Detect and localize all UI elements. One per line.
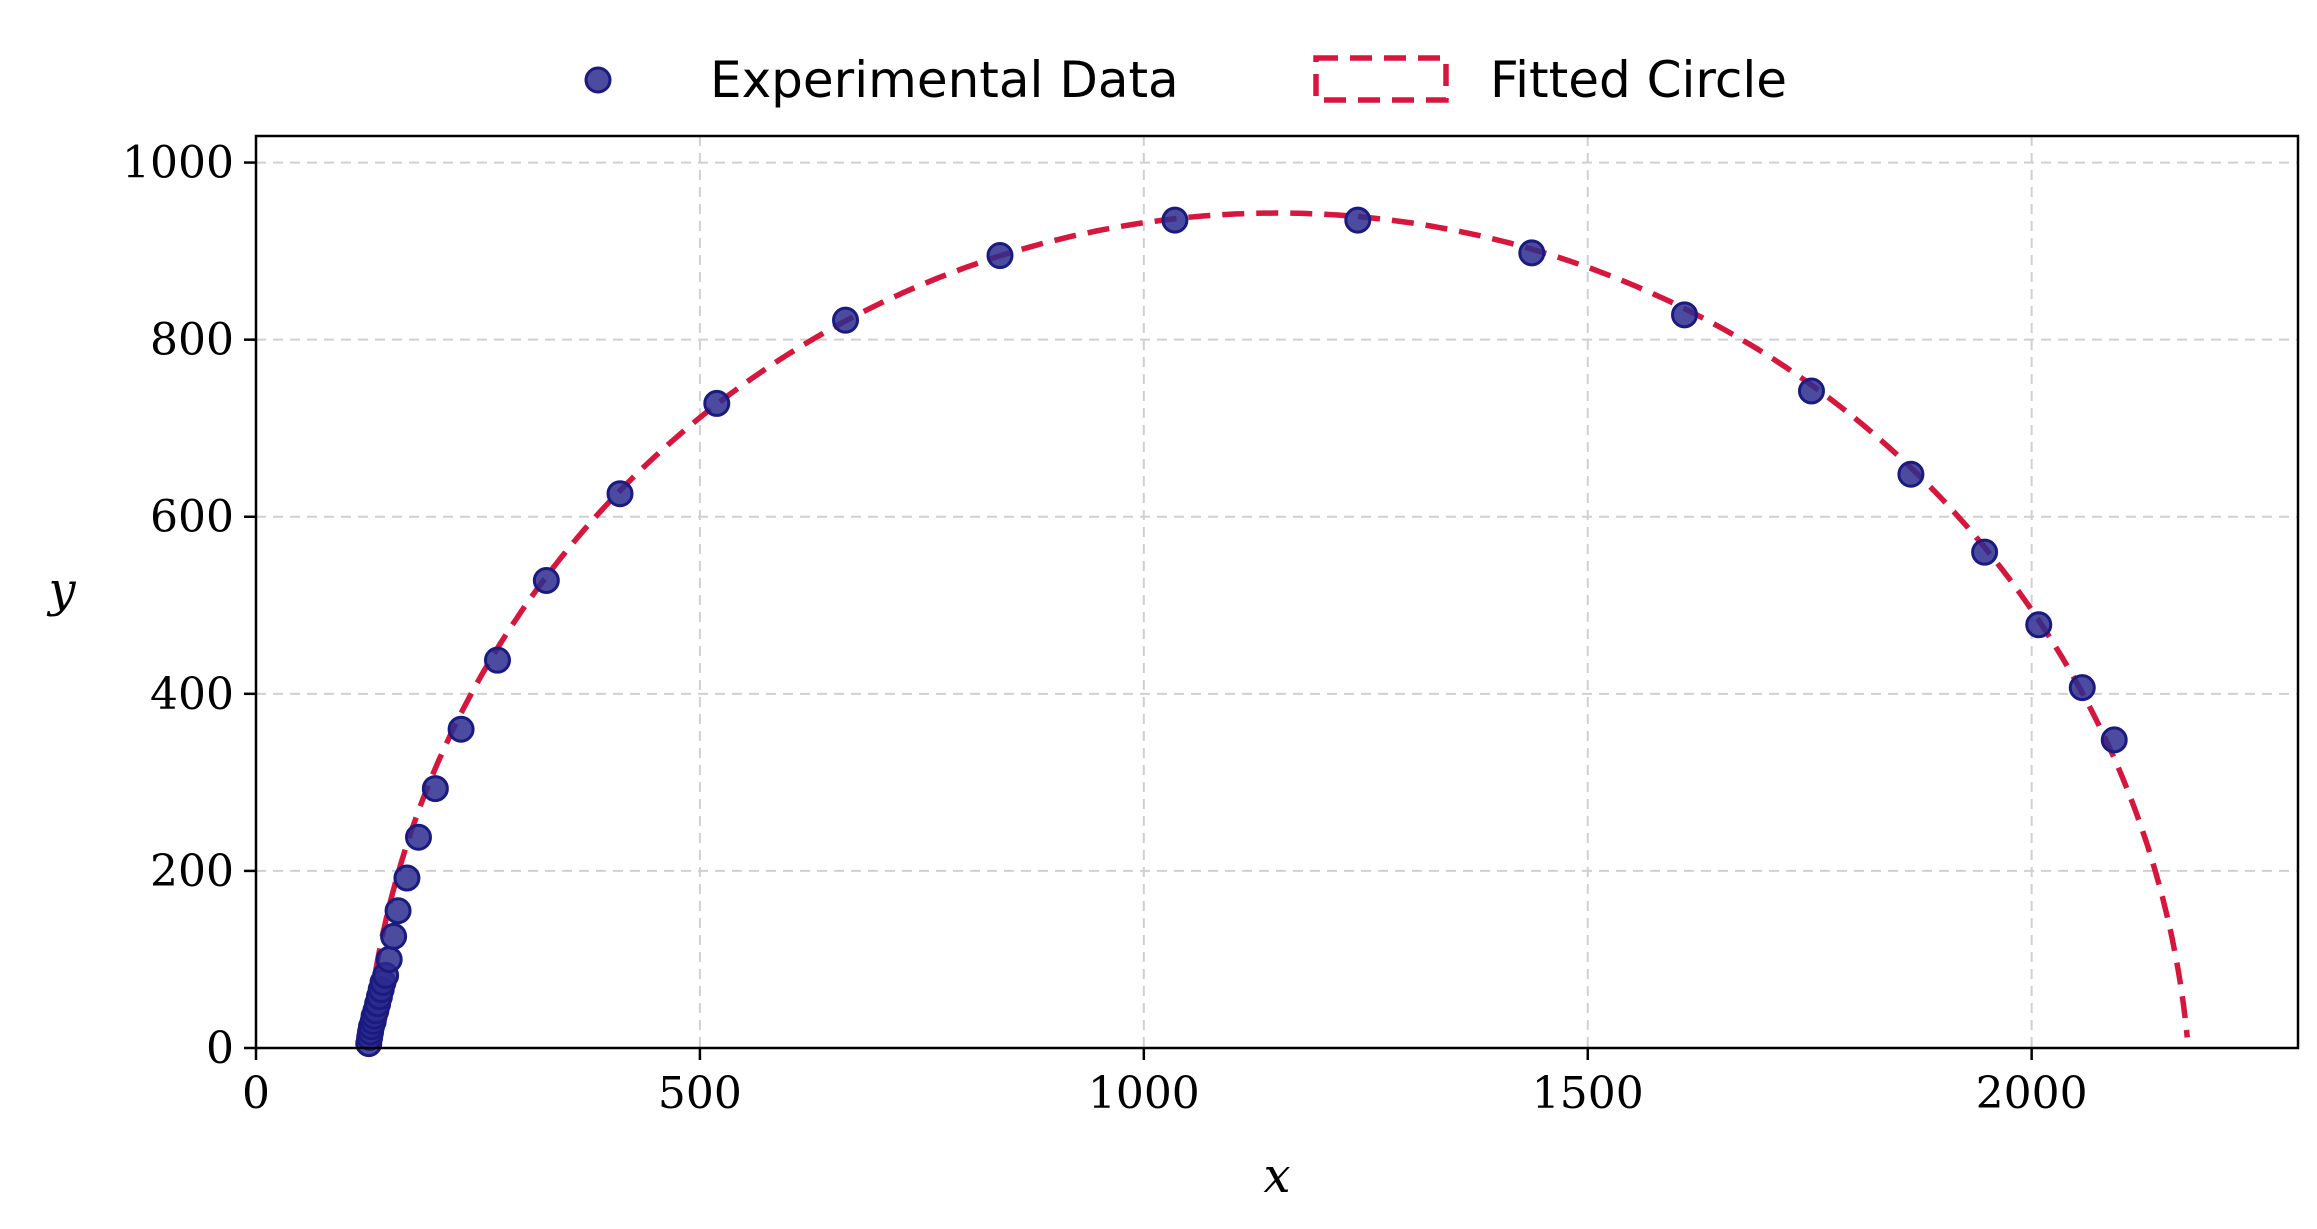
tick-labels: 0 500 1000 1500 2000 0 200 400 600 800 1000 <box>122 138 2088 1119</box>
data-point <box>1344 206 1372 234</box>
legend-label-experimental-data: Experimental Data <box>710 51 1179 109</box>
data-point <box>1518 239 1546 267</box>
data-point <box>532 566 560 594</box>
data-point <box>703 389 731 417</box>
data-point <box>404 823 432 851</box>
data-point <box>2068 674 2096 702</box>
x-tick-label: 500 <box>658 1068 742 1119</box>
data-point <box>1161 206 1189 234</box>
data-point <box>483 646 511 674</box>
data-point <box>1671 301 1699 329</box>
data-point <box>384 897 412 925</box>
y-tick-label: 600 <box>150 492 234 543</box>
x-tick-label: 1000 <box>1088 1068 1200 1119</box>
y-tick-label: 200 <box>150 846 234 897</box>
data-point <box>421 775 449 803</box>
data-point <box>1797 377 1825 405</box>
legend-marker-fitted-circle <box>1313 55 1449 103</box>
legend-marker-experimental-data <box>584 66 612 94</box>
plot-frame <box>254 134 2300 1050</box>
data-point <box>832 306 860 334</box>
data-point <box>393 864 421 892</box>
data-point <box>447 715 475 743</box>
y-axis-label: y <box>46 562 76 618</box>
data-point <box>1971 538 1999 566</box>
x-tick-label: 2000 <box>1976 1068 2088 1119</box>
legend-label-fitted-circle: Fitted Circle <box>1490 51 1787 109</box>
ticks <box>244 161 2033 1060</box>
x-axis-label: x <box>1263 1148 1290 1204</box>
data-point <box>2100 726 2128 754</box>
data-point <box>2025 611 2053 639</box>
y-tick-label: 800 <box>150 315 234 366</box>
data-point <box>380 922 408 950</box>
y-tick-label: 1000 <box>122 138 234 189</box>
data-point <box>986 242 1014 270</box>
data-point <box>1897 460 1925 488</box>
plot-area <box>355 206 2190 1058</box>
x-tick-label: 1500 <box>1532 1068 1644 1119</box>
y-tick-label: 400 <box>150 669 234 720</box>
data-point <box>606 480 634 508</box>
y-tick-label: 0 <box>206 1023 234 1074</box>
legend: Experimental Data Fitted Circle <box>584 51 1787 109</box>
x-tick-label: 0 <box>242 1068 270 1119</box>
data-point <box>375 945 403 973</box>
